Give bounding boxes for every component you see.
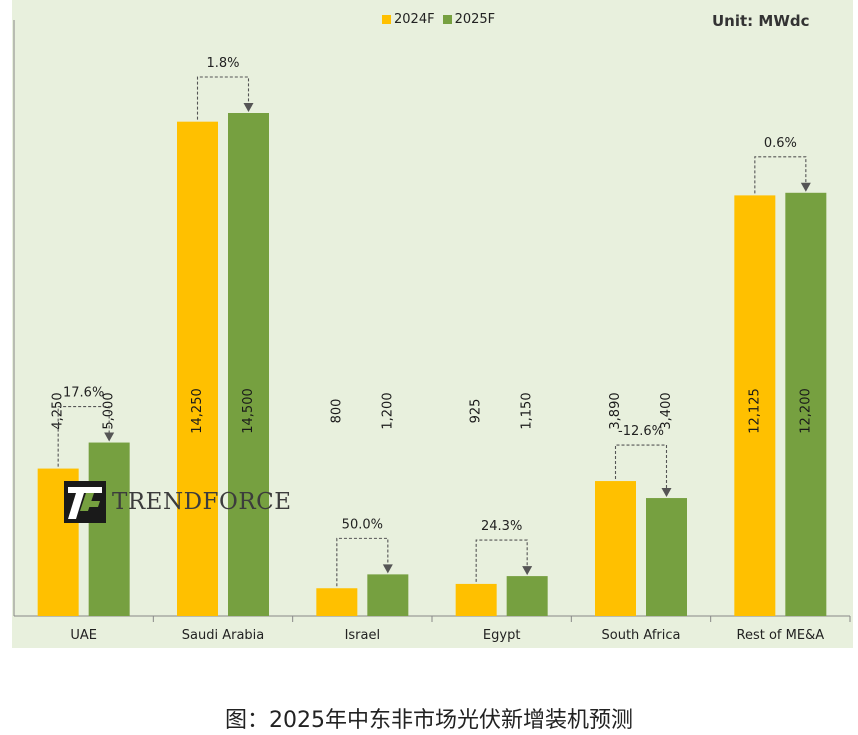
bar-value-label: 800 [329, 399, 344, 424]
growth-bracket [614, 444, 668, 490]
bar-2024f-3 [455, 583, 497, 616]
bar-value-label: 3,890 [608, 392, 623, 429]
bar-2025f-0 [88, 442, 130, 616]
bar-2025f-2 [367, 574, 409, 616]
unit-label: Unit: MWdc [712, 12, 810, 30]
bar-2024f-4 [595, 481, 636, 616]
chart-panel: 4,250 5,000 UAE 17.6% 14,250 14,500 Saudi Arab… [12, 0, 853, 648]
growth-bracket [336, 537, 389, 587]
growth-label: 50.0% [342, 517, 383, 532]
bar-2024f-2 [316, 588, 358, 616]
trendforce-logo: TRENDFORCE [64, 481, 292, 523]
bar-2025f-3 [506, 576, 548, 616]
growth-arrow-icon [522, 566, 533, 576]
bar-value-label: 3,400 [659, 392, 674, 429]
bar-value-label: 12,125 [747, 388, 762, 434]
x-tick-label: Saudi Arabia [182, 628, 265, 643]
bar-2025f-1 [228, 113, 269, 616]
bar-value-label: 1,150 [520, 392, 535, 429]
growth-arrow-icon [243, 103, 254, 112]
bar-2025f-4 [646, 498, 687, 616]
growth-arrow-icon [382, 564, 393, 574]
x-tick-label: South Africa [602, 628, 681, 643]
growth-label: 17.6% [63, 386, 104, 401]
legend-item-2025f: 2025F [442, 12, 496, 27]
bar-value-label: 12,200 [798, 388, 813, 434]
legend: 2024F 2025F [382, 12, 499, 27]
growth-arrow-icon [800, 182, 811, 192]
legend-label-2025f: 2025F [454, 12, 496, 27]
x-tick-label: UAE [70, 628, 97, 643]
bar-2025f-5 [785, 192, 827, 617]
bar-value-label: 14,500 [241, 388, 256, 434]
bar-2024f-1 [177, 121, 218, 616]
growth-bracket [196, 76, 250, 120]
bar-value-label: 1,200 [380, 392, 395, 429]
legend-swatch-2024f [382, 15, 391, 24]
growth-label: 0.6% [764, 136, 797, 151]
legend-label-2024f: 2024F [394, 12, 435, 27]
x-tick-label: Egypt [483, 628, 521, 643]
growth-label: 24.3% [481, 519, 522, 534]
growth-arrow-icon [661, 488, 672, 498]
x-tick-label: Israel [345, 628, 381, 643]
growth-label: 1.8% [206, 56, 239, 71]
trendforce-logo-text: TRENDFORCE [112, 489, 292, 515]
x-tick-label: Rest of ME&A [737, 628, 825, 643]
growth-arrow-icon [104, 432, 115, 442]
bar-2024f-5 [734, 195, 776, 616]
figure-caption: 图：2025年中东非市场光伏新增装机预测 [225, 708, 633, 733]
bar-value-label: 14,250 [190, 388, 205, 434]
growth-bracket [475, 539, 528, 582]
growth-label: -12.6% [618, 424, 664, 439]
legend-swatch-2025f [442, 15, 452, 24]
legend-item-2024f: 2024F [382, 12, 435, 27]
bar-value-label: 925 [469, 399, 484, 424]
growth-bracket [754, 156, 807, 194]
trendforce-logo-icon [64, 481, 106, 523]
growth-bracket [57, 406, 110, 467]
